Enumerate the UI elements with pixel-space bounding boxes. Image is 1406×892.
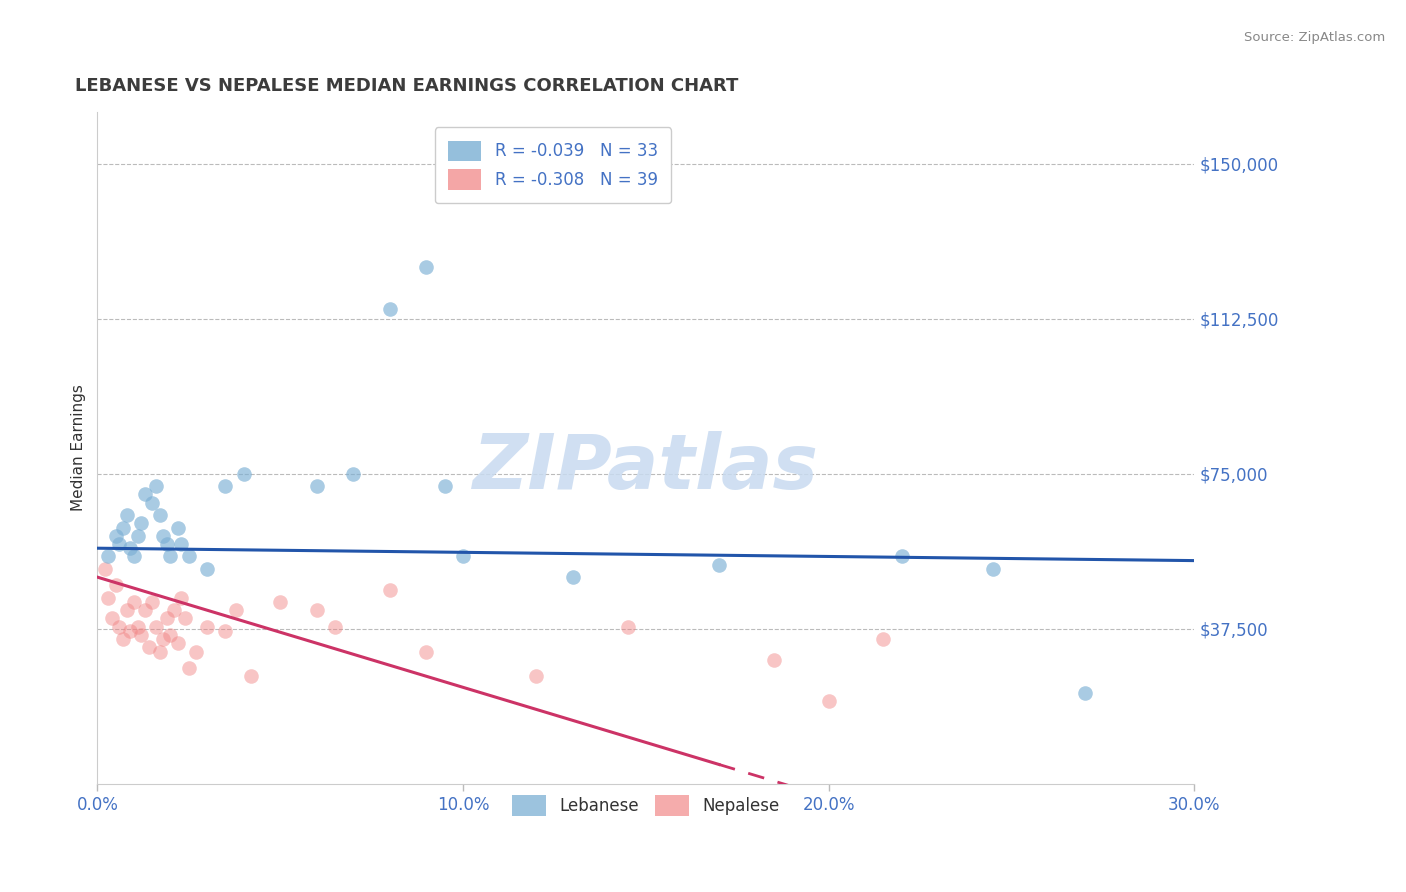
Point <box>127 620 149 634</box>
Point <box>93 562 115 576</box>
Text: LEBANESE VS NEPALESE MEDIAN EARNINGS CORRELATION CHART: LEBANESE VS NEPALESE MEDIAN EARNINGS COR… <box>76 78 738 95</box>
Point <box>138 640 160 655</box>
Point <box>134 487 156 501</box>
Point <box>104 529 127 543</box>
Point <box>148 644 170 658</box>
Point <box>145 620 167 634</box>
Point <box>159 549 181 564</box>
Legend: Lebanese, Nepalese: Lebanese, Nepalese <box>506 789 786 822</box>
Point <box>104 578 127 592</box>
Point <box>184 644 207 658</box>
Point <box>156 611 179 625</box>
Point <box>111 632 134 646</box>
Point <box>225 603 247 617</box>
Point <box>214 624 236 638</box>
Point <box>232 467 254 481</box>
Point <box>166 520 188 534</box>
Point <box>305 603 328 617</box>
Text: Source: ZipAtlas.com: Source: ZipAtlas.com <box>1244 31 1385 45</box>
Point <box>148 508 170 523</box>
Point <box>163 603 186 617</box>
Point <box>159 628 181 642</box>
Point <box>115 603 138 617</box>
Point <box>890 549 912 564</box>
Point <box>120 624 142 638</box>
Text: ZIPatlas: ZIPatlas <box>472 431 818 505</box>
Point <box>101 611 124 625</box>
Point <box>433 479 456 493</box>
Point <box>120 541 142 556</box>
Y-axis label: Median Earnings: Median Earnings <box>72 384 86 511</box>
Point <box>195 620 218 634</box>
Point <box>378 582 401 597</box>
Point <box>177 549 200 564</box>
Point <box>122 595 145 609</box>
Point <box>177 661 200 675</box>
Point <box>111 520 134 534</box>
Point <box>174 611 197 625</box>
Point <box>166 636 188 650</box>
Point <box>127 529 149 543</box>
Point <box>872 632 894 646</box>
Point <box>129 516 152 531</box>
Point <box>122 549 145 564</box>
Point <box>141 496 163 510</box>
Point <box>305 479 328 493</box>
Point <box>561 570 583 584</box>
Point <box>152 632 174 646</box>
Point <box>524 669 547 683</box>
Point <box>214 479 236 493</box>
Point <box>415 644 437 658</box>
Point <box>269 595 291 609</box>
Point <box>1073 686 1095 700</box>
Point <box>378 301 401 316</box>
Point <box>108 537 131 551</box>
Point <box>156 537 179 551</box>
Point <box>342 467 364 481</box>
Point <box>762 653 785 667</box>
Point <box>129 628 152 642</box>
Point <box>323 620 346 634</box>
Point <box>707 558 730 572</box>
Point <box>981 562 1004 576</box>
Point <box>415 260 437 275</box>
Point <box>97 591 120 605</box>
Point <box>170 537 193 551</box>
Point <box>108 620 131 634</box>
Point <box>451 549 474 564</box>
Point <box>817 694 839 708</box>
Point <box>141 595 163 609</box>
Point <box>97 549 120 564</box>
Point <box>134 603 156 617</box>
Point <box>145 479 167 493</box>
Point <box>152 529 174 543</box>
Point <box>170 591 193 605</box>
Point <box>616 620 638 634</box>
Point <box>115 508 138 523</box>
Point <box>195 562 218 576</box>
Point <box>239 669 262 683</box>
